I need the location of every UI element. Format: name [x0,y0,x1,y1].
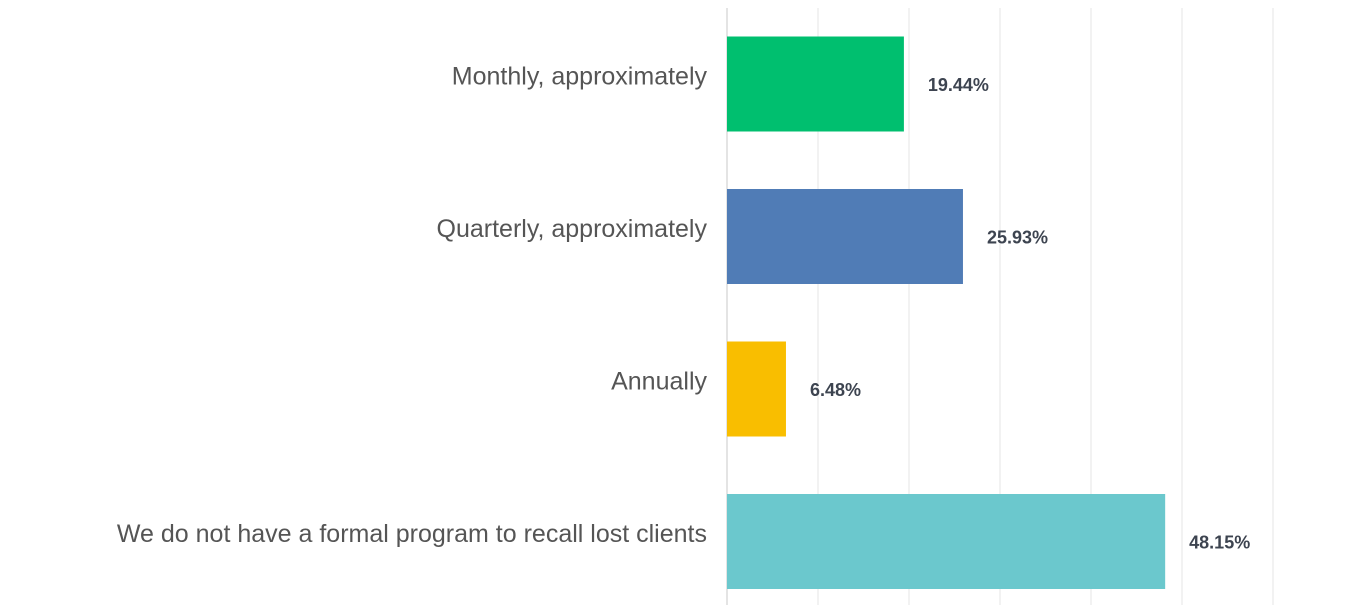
value-label: 48.15% [1189,532,1250,552]
category-label: We do not have a formal program to recal… [117,520,707,548]
bar [727,494,1166,589]
value-label: 25.93% [987,227,1048,247]
bar [727,341,786,437]
value-label: 6.48% [810,380,861,400]
category-label: Monthly, approximately [452,63,708,91]
bar [727,189,963,284]
category-label: Annually [611,368,707,396]
category-label: Quarterly, approximately [437,215,708,243]
value-label: 19.44% [928,75,989,95]
bar [727,36,904,132]
